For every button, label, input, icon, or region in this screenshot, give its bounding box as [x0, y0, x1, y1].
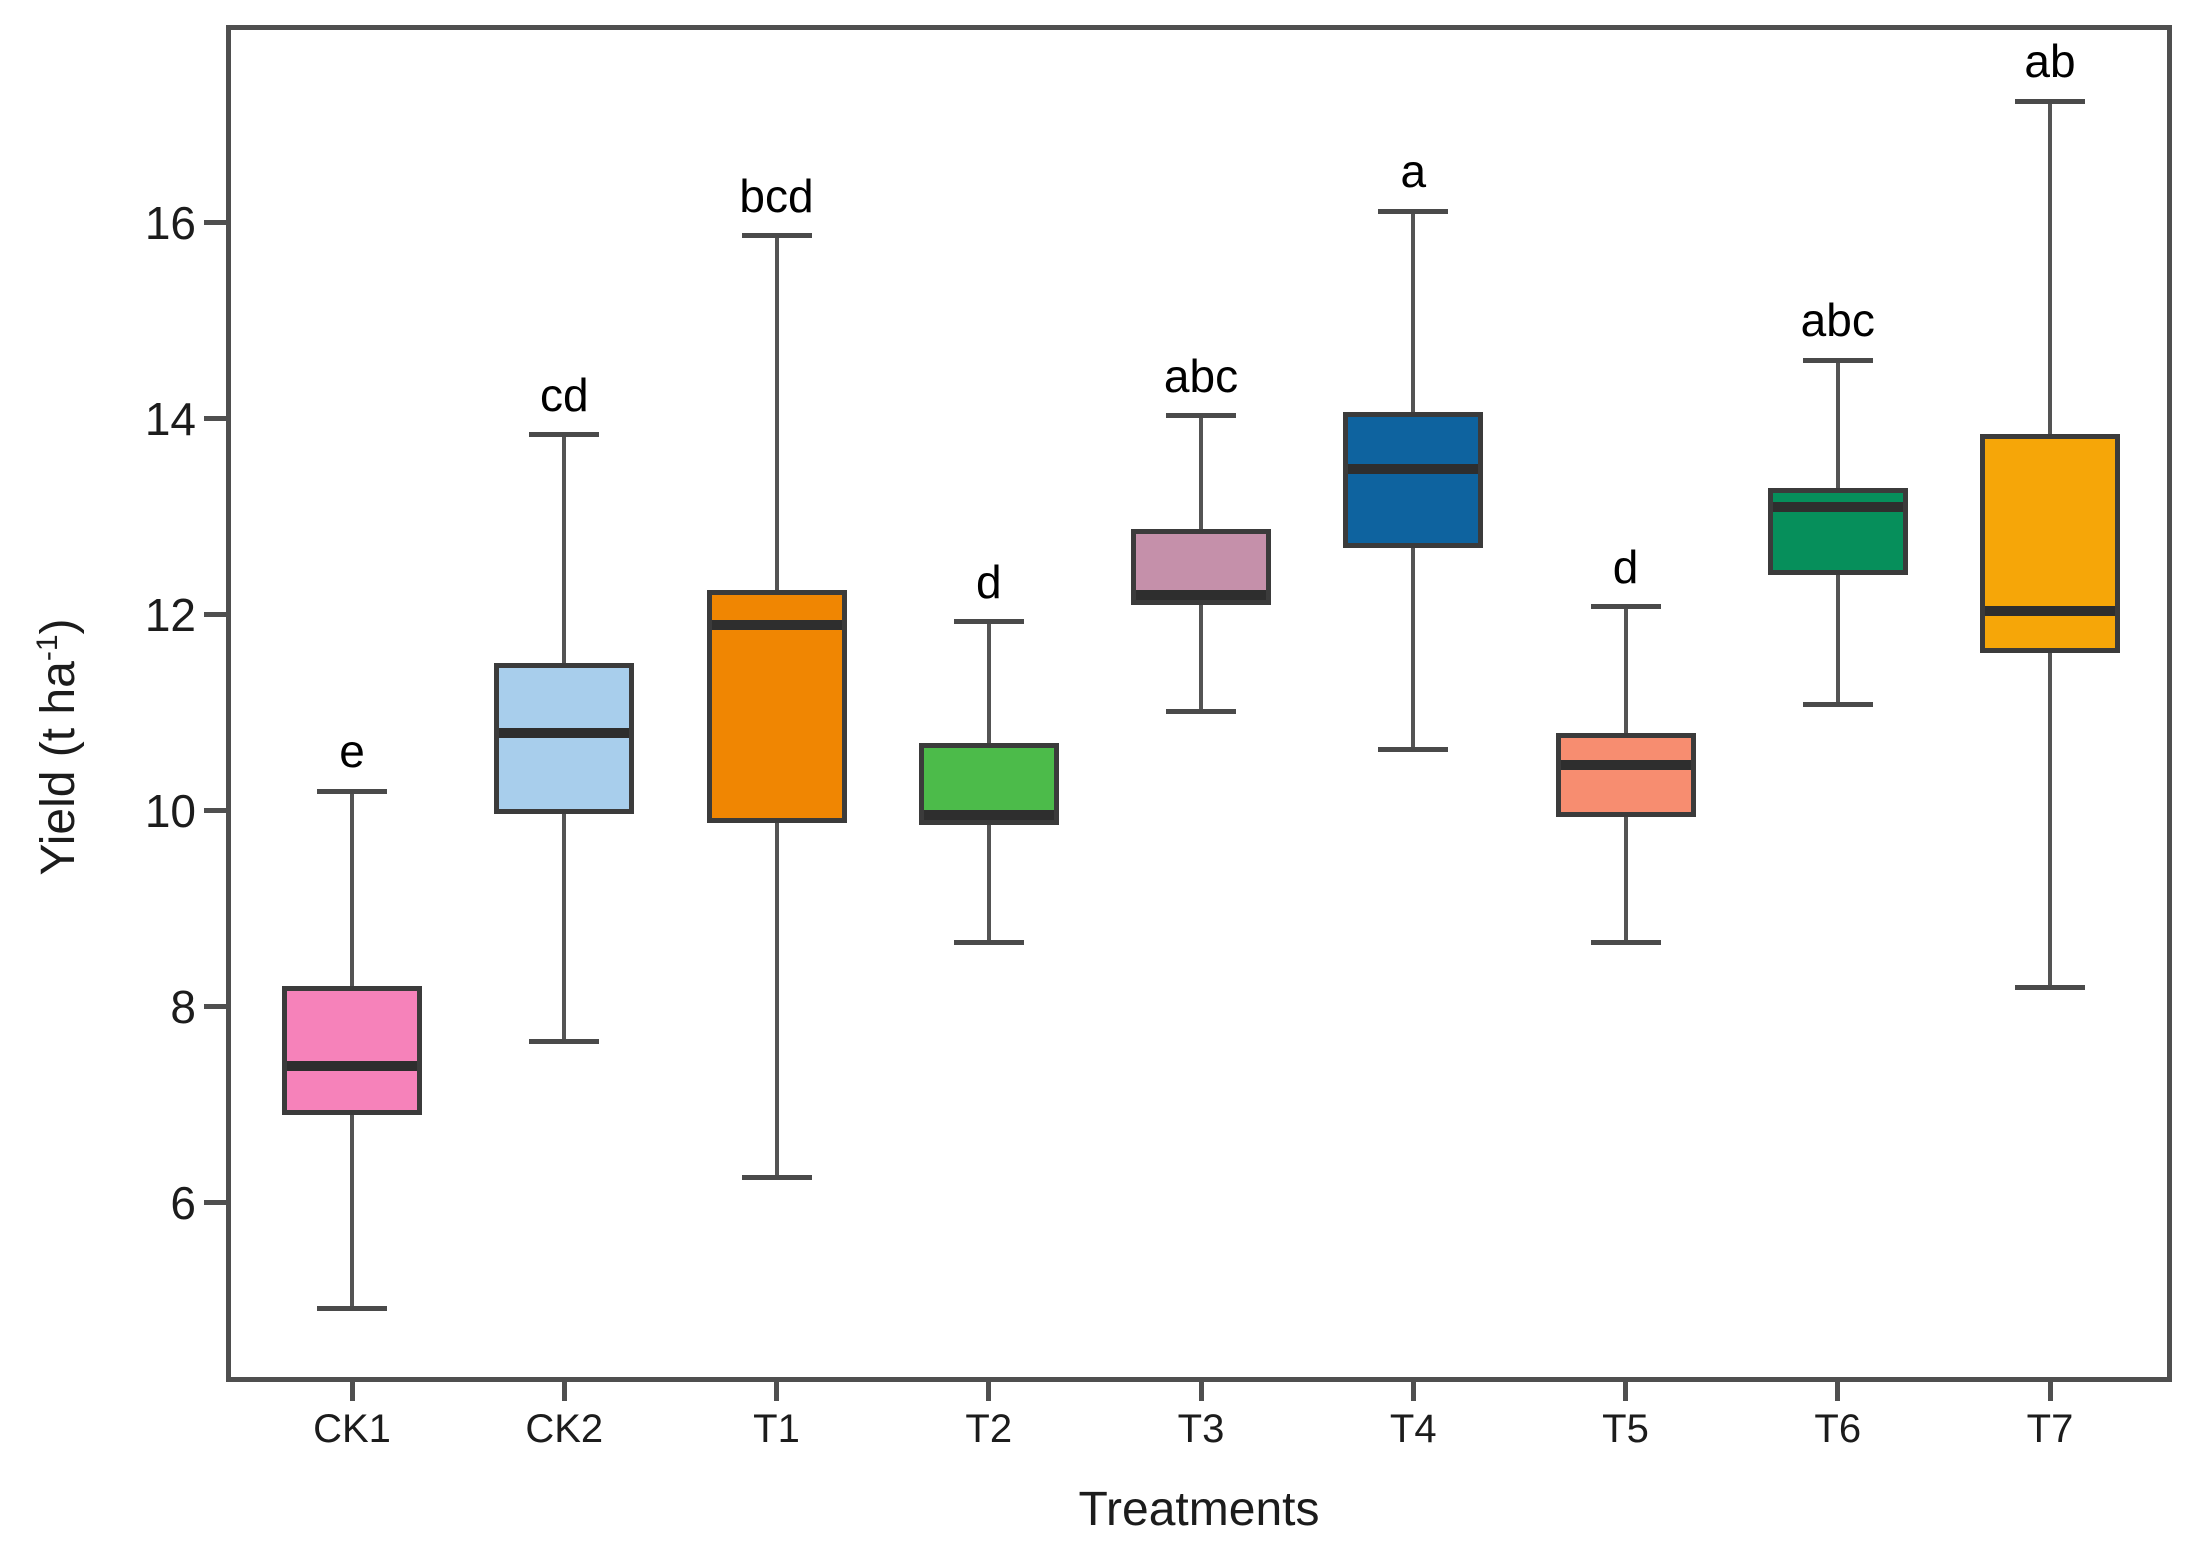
x-tick-label-CK2: CK2 [525, 1407, 604, 1451]
whisker-cap-high [1166, 413, 1236, 419]
x-tick-mark [349, 1379, 355, 1401]
box-T4 [1343, 412, 1484, 549]
median-line [1560, 759, 1691, 770]
y-tick-label: 12 [144, 588, 196, 641]
y-tick-mark [204, 808, 226, 814]
sig-letter-T5: d [1612, 540, 1639, 593]
x-tick-mark [2047, 1379, 2053, 1401]
whisker-cap-low [317, 1305, 387, 1311]
whisker-cap-low [1802, 702, 1873, 708]
sig-letter-T1: bcd [739, 169, 814, 222]
x-tick-label-T3: T3 [1177, 1407, 1225, 1451]
median-line [499, 728, 630, 739]
median-line [1136, 590, 1266, 601]
x-tick-label-T1: T1 [753, 1407, 800, 1451]
whisker-cap-low [1590, 939, 1661, 945]
y-tick-mark [204, 1200, 226, 1206]
whisker-cap-high [1378, 208, 1449, 214]
whisker-cap-high [741, 233, 812, 239]
whisker-cap-high [1802, 357, 1873, 363]
x-tick-mark [986, 1379, 992, 1401]
sig-letter-T3: abc [1163, 349, 1239, 402]
x-tick-label-T6: T6 [1814, 1407, 1862, 1451]
whisker-cap-low [1378, 746, 1449, 752]
x-tick-mark [1198, 1379, 1204, 1401]
whisker-cap-high [529, 432, 600, 438]
x-tick-mark [774, 1379, 779, 1401]
y-tick-mark [204, 612, 226, 618]
y-axis-title-close: ) [32, 618, 85, 635]
whisker-cap-high [317, 788, 387, 794]
y-axis-title-superscript: -1 [31, 634, 64, 662]
median-line [1985, 605, 2115, 616]
x-tick-mark [561, 1379, 567, 1401]
whisker-cap-low [953, 939, 1024, 945]
whisker-cap-high [953, 619, 1024, 625]
median-line [1348, 463, 1479, 474]
box-CK1 [282, 986, 422, 1116]
x-tick-label-T5: T5 [1602, 1407, 1649, 1451]
sig-letter-CK2: cd [539, 368, 589, 421]
y-tick-mark [204, 416, 226, 422]
sig-letter-T4: a [1400, 145, 1427, 198]
y-tick-mark [204, 220, 226, 226]
x-tick-mark [1835, 1379, 1841, 1401]
y-tick-label: 6 [170, 1176, 196, 1229]
x-tick-label-T7: T7 [2026, 1407, 2074, 1451]
box-T7 [1980, 433, 2120, 654]
y-tick-mark [204, 1004, 226, 1010]
y-axis-title-text: Yield (t ha [32, 661, 85, 876]
x-tick-mark [1410, 1379, 1416, 1401]
box-T5 [1555, 733, 1696, 817]
whisker-cap-low [2015, 984, 2085, 990]
whisker-cap-high [2015, 98, 2085, 104]
whisker-cap-low [741, 1174, 812, 1180]
x-tick-label-CK1: CK1 [313, 1407, 391, 1451]
whisker-cap-high [1590, 604, 1661, 610]
sig-letter-T7: ab [2024, 35, 2076, 88]
x-tick-label-T2: T2 [965, 1407, 1013, 1451]
x-axis-title: Treatments [1078, 1483, 1320, 1536]
x-tick-label-T4: T4 [1389, 1407, 1437, 1451]
median-line [711, 619, 842, 630]
whisker-cap-low [1166, 709, 1236, 715]
y-tick-label: 14 [144, 392, 196, 445]
whisker-cap-low [529, 1038, 600, 1044]
y-tick-label: 10 [144, 784, 196, 837]
median-line [923, 810, 1054, 821]
median-line [287, 1061, 417, 1072]
sig-letter-T2: d [975, 555, 1002, 608]
x-tick-mark [1623, 1379, 1628, 1401]
y-tick-label: 16 [144, 196, 196, 249]
median-line [1772, 502, 1903, 513]
sig-letter-T6: abc [1800, 294, 1875, 347]
sig-letter-CK1: e [339, 725, 365, 778]
y-axis-title: Yield (t ha-1) [19, 487, 85, 1007]
y-tick-label: 8 [170, 980, 196, 1033]
